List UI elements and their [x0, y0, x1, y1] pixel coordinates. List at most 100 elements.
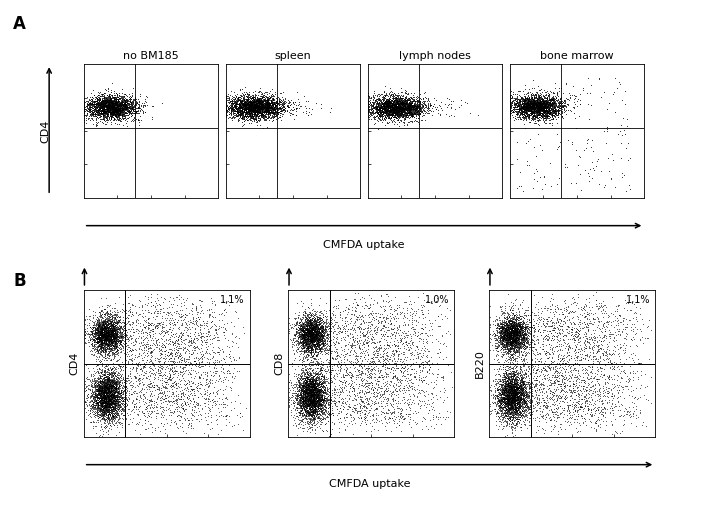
Point	[314, 388, 326, 396]
Point	[489, 331, 501, 339]
Point	[573, 378, 585, 386]
Point	[496, 385, 508, 393]
Point	[106, 103, 118, 111]
Point	[569, 388, 580, 396]
Point	[393, 109, 405, 117]
Point	[494, 393, 505, 401]
Point	[513, 401, 524, 410]
Point	[333, 388, 344, 396]
Point	[382, 106, 394, 114]
Point	[382, 110, 394, 118]
Point	[584, 303, 596, 311]
Point	[312, 332, 323, 340]
Point	[303, 334, 314, 342]
Point	[178, 414, 190, 423]
Point	[504, 389, 515, 397]
Point	[269, 113, 280, 121]
Point	[305, 326, 317, 334]
Point	[461, 99, 472, 107]
Point	[494, 336, 505, 344]
Point	[303, 381, 314, 389]
Point	[512, 331, 523, 339]
Point	[101, 321, 113, 329]
Point	[508, 390, 520, 398]
Point	[513, 392, 525, 400]
Point	[103, 332, 114, 340]
Point	[223, 95, 235, 103]
Point	[298, 387, 310, 395]
Point	[97, 388, 108, 396]
Point	[102, 96, 114, 104]
Point	[518, 113, 529, 121]
Point	[506, 328, 518, 337]
Point	[362, 332, 373, 340]
Point	[363, 92, 374, 100]
Point	[380, 107, 392, 115]
Point	[91, 329, 103, 338]
Point	[261, 95, 272, 103]
Point	[536, 99, 547, 107]
Point	[105, 115, 116, 123]
Point	[106, 330, 117, 338]
Point	[299, 328, 311, 336]
Point	[244, 108, 256, 117]
Point	[528, 340, 539, 348]
Point	[498, 394, 510, 402]
Point	[248, 107, 260, 115]
Point	[376, 100, 388, 108]
Point	[221, 108, 232, 117]
Point	[342, 401, 354, 410]
Point	[587, 136, 598, 144]
Point	[111, 95, 123, 103]
Point	[106, 392, 117, 400]
Point	[402, 112, 414, 120]
Point	[100, 401, 111, 409]
Point	[100, 396, 112, 404]
Point	[535, 97, 547, 105]
Point	[90, 111, 101, 119]
Point	[617, 341, 628, 349]
Point	[122, 343, 133, 352]
Point	[498, 318, 510, 326]
Point	[312, 338, 324, 346]
Point	[505, 324, 516, 332]
Point	[313, 378, 325, 387]
Point	[110, 394, 122, 402]
Point	[210, 326, 222, 334]
Point	[303, 397, 314, 405]
Point	[612, 305, 623, 314]
Point	[156, 314, 167, 322]
Point	[508, 318, 520, 326]
Point	[250, 99, 262, 107]
Point	[108, 332, 119, 340]
Point	[122, 393, 134, 401]
Point	[499, 383, 511, 392]
Point	[106, 380, 117, 389]
Point	[537, 99, 549, 107]
Point	[315, 382, 327, 390]
Point	[232, 103, 244, 112]
Point	[295, 376, 306, 384]
Point	[111, 393, 122, 401]
Point	[209, 361, 221, 370]
Point	[391, 346, 403, 354]
Point	[117, 101, 129, 109]
Point	[416, 329, 427, 337]
Point	[505, 109, 516, 118]
Point	[124, 331, 136, 339]
Point	[317, 406, 329, 414]
Point	[322, 332, 333, 340]
Point	[298, 385, 310, 393]
Point	[126, 106, 138, 114]
Point	[152, 357, 164, 365]
Point	[106, 91, 118, 99]
Point	[382, 341, 394, 349]
Point	[506, 324, 518, 333]
Point	[565, 419, 577, 428]
Point	[521, 400, 532, 409]
Point	[116, 105, 128, 114]
Point	[539, 411, 551, 419]
Point	[521, 397, 532, 406]
Point	[432, 345, 444, 354]
Point	[518, 97, 529, 105]
